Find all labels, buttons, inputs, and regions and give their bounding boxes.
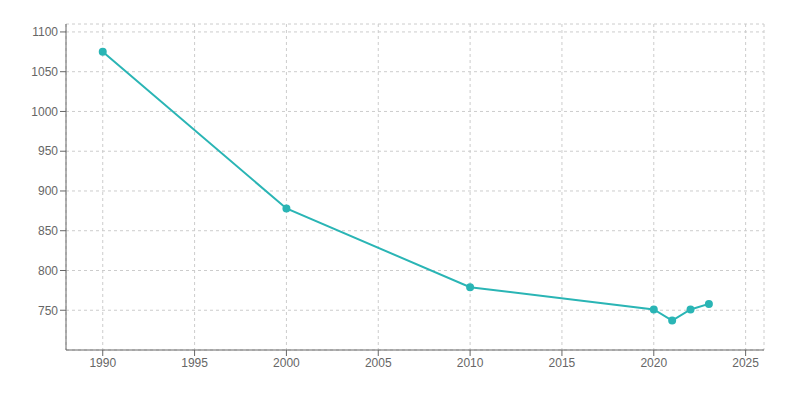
svg-text:950: 950 — [38, 144, 58, 158]
svg-text:2010: 2010 — [457, 356, 484, 370]
svg-text:2000: 2000 — [273, 356, 300, 370]
svg-text:900: 900 — [38, 184, 58, 198]
svg-text:1000: 1000 — [31, 105, 58, 119]
svg-text:2025: 2025 — [732, 356, 759, 370]
svg-text:750: 750 — [38, 304, 58, 318]
svg-text:800: 800 — [38, 264, 58, 278]
svg-text:850: 850 — [38, 224, 58, 238]
svg-text:1050: 1050 — [31, 65, 58, 79]
svg-text:2020: 2020 — [640, 356, 667, 370]
svg-text:2015: 2015 — [549, 356, 576, 370]
svg-text:1990: 1990 — [89, 356, 116, 370]
svg-text:2005: 2005 — [365, 356, 392, 370]
svg-text:1995: 1995 — [181, 356, 208, 370]
svg-text:1100: 1100 — [32, 25, 58, 39]
